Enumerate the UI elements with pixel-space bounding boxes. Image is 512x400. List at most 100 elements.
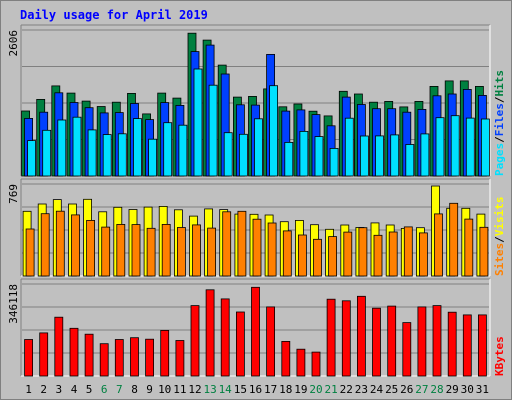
bar-sites-day-15 [237,210,247,277]
x-tick-label-18: 18 [279,383,292,396]
chart-title: Daily usage for April 2019 [20,8,208,22]
bar-kbytes-day-21 [326,298,336,377]
bar-kbytes-day-1 [24,339,34,377]
bar-pages-day-20 [314,136,324,177]
bar-kbytes-day-12 [190,305,200,377]
bar-kbytes-day-30 [462,314,472,377]
legend-item-pages: Pages [493,143,506,176]
bar-sites-day-2 [40,213,50,277]
bar-pages-day-24 [375,135,384,177]
bar-kbytes-day-14 [220,298,230,377]
x-tick-label-10: 10 [158,383,171,396]
bar-sites-day-20 [313,238,322,277]
x-tick-label-6: 6 [101,383,108,396]
x-tick-label-22: 22 [340,383,353,396]
bar-sites-day-18 [282,230,292,277]
bar-sites-day-22 [343,231,353,277]
x-tick-label-21: 21 [324,383,337,396]
bar-sites-day-21 [328,236,338,277]
bar-pages-day-17 [269,85,279,177]
bar-kbytes-day-10 [160,329,170,377]
x-tick-label-16: 16 [249,383,262,396]
x-tick-label-15: 15 [234,383,247,396]
bar-kbytes-day-2 [39,332,49,377]
bar-sites-day-13 [207,227,217,277]
ymax-label-kbytes: 346118 [7,284,20,324]
x-tick-label-28: 28 [430,383,443,396]
x-tick-label-24: 24 [370,383,384,396]
bar-kbytes-day-18 [281,340,291,377]
bar-pages-day-6 [102,134,112,177]
legend-requests: Pages/Files/Hits [493,70,506,176]
bar-pages-day-15 [238,133,248,177]
legend-item-visits: Visits [493,197,506,237]
x-tick-label-3: 3 [55,383,62,396]
bar-sites-day-24 [373,234,383,277]
bar-sites-day-30 [464,218,474,277]
bar-sites-day-9 [146,227,156,277]
bar-pages-day-2 [42,129,52,177]
x-tick-label-29: 29 [446,383,459,396]
ymax-label-requests: 2606 [7,30,20,57]
bar-kbytes-day-17 [266,306,276,377]
bar-kbytes-day-13 [205,289,215,377]
bar-pages-day-26 [405,144,415,177]
bar-sites-day-28 [434,213,443,277]
bar-kbytes-day-22 [341,300,351,377]
bar-kbytes-day-25 [387,305,397,377]
bar-pages-day-7 [117,133,127,177]
bar-kbytes-day-6 [99,343,109,377]
legend-item-hits: Hits [493,70,506,97]
bar-sites-day-4 [71,214,80,277]
bar-kbytes-day-27 [417,306,427,377]
legend-item-files: Files [493,103,506,136]
legend-separator: / [493,136,506,143]
bar-sites-day-8 [131,224,141,277]
bar-sites-day-17 [267,222,277,277]
bar-kbytes-day-8 [130,337,139,377]
x-tick-label-5: 5 [86,383,93,396]
bar-pages-day-11 [178,124,188,177]
x-tick-label-25: 25 [385,383,398,396]
bar-sites-day-5 [86,219,95,277]
legend-item-sites: Sites [493,243,506,276]
bar-kbytes-day-16 [251,286,260,377]
bar-sites-day-12 [192,224,201,277]
bar-pages-day-31 [480,118,490,177]
bar-kbytes-day-28 [432,305,442,377]
bar-sites-day-23 [358,227,368,277]
bar-sites-day-25 [388,231,398,277]
bar-sites-day-27 [418,232,428,277]
x-tick-label-7: 7 [116,383,123,396]
bar-pages-day-29 [450,115,460,177]
bar-pages-day-22 [344,117,354,177]
bar-sites-day-26 [403,226,413,277]
legend-item-kbytes: KBytes [493,336,506,376]
x-tick-label-1: 1 [25,383,32,396]
bar-pages-day-27 [420,133,430,177]
bar-sites-day-10 [161,223,171,277]
x-tick-label-14: 14 [219,383,233,396]
bar-kbytes-day-11 [175,340,185,377]
bar-pages-day-23 [359,135,369,177]
bar-kbytes-day-24 [372,307,381,377]
x-tick-label-8: 8 [131,383,138,396]
bar-kbytes-day-4 [69,327,79,377]
x-tick-label-30: 30 [461,383,474,396]
bar-sites-day-14 [222,211,232,277]
bar-kbytes-day-31 [477,314,487,377]
bar-pages-day-10 [163,122,173,177]
bar-pages-day-19 [299,130,309,177]
bar-kbytes-day-9 [145,338,155,377]
x-tick-label-13: 13 [203,383,216,396]
bar-pages-day-8 [133,118,142,177]
x-tick-label-12: 12 [188,383,201,396]
ymax-label-visits: 769 [7,184,20,204]
bar-pages-day-14 [223,132,233,177]
bar-pages-day-18 [284,141,294,177]
legend-separator: / [493,236,506,243]
bar-pages-day-4 [72,116,82,177]
bar-sites-day-6 [101,226,111,277]
x-tick-label-11: 11 [173,383,186,396]
